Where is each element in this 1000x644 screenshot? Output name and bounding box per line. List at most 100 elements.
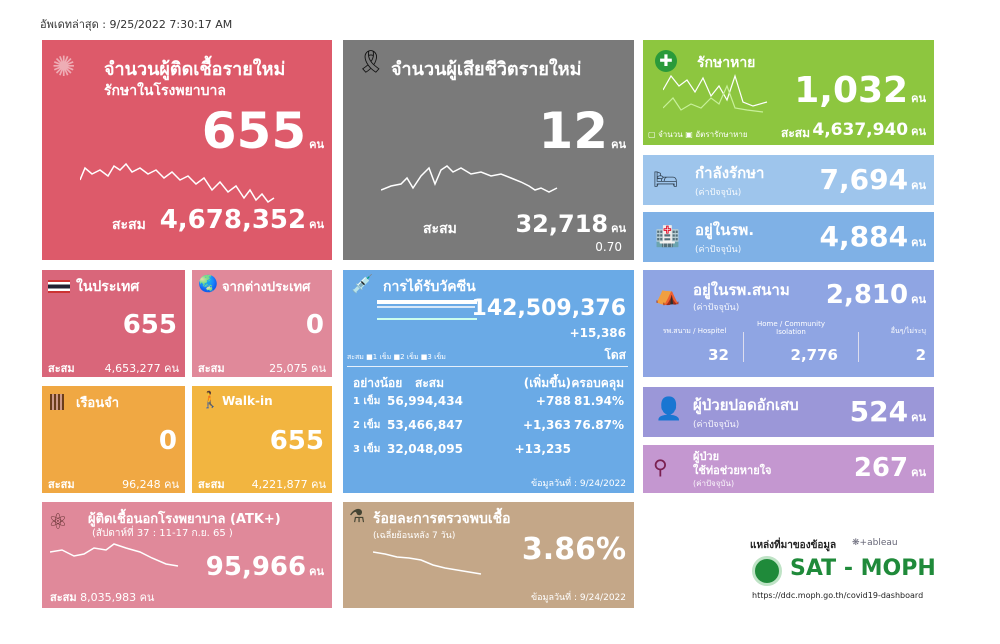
hospital-title: อยู่ในรพ. <box>695 221 755 239</box>
deaths-card: 🎗 จำนวนผู้เสียชีวิตรายใหม่ 12 คน สะสม 32,… <box>343 40 634 260</box>
vaccine-title: การได้รับวัคซีน <box>383 279 476 295</box>
deaths-cumulative: 32,718 <box>515 210 609 238</box>
new-cases-cumulative: 4,678,352 <box>159 205 307 235</box>
unit: คน <box>311 362 326 375</box>
deaths-cum-label: สะสม <box>423 221 457 237</box>
field-col-value-other: 2 <box>915 346 926 364</box>
field-value: 2,810 <box>825 280 909 310</box>
patient-iv-icon: 👤 <box>655 397 683 422</box>
dose-cum: 32,048,095 <box>387 442 463 456</box>
pneumonia-title: ผู้ป่วยปอดอักเสบ <box>693 396 799 414</box>
last-updated: อัพเดทล่าสุด : 9/25/2022 7:30:17 AM <box>40 18 233 31</box>
unit: คน <box>164 478 179 491</box>
prison-card: เรือนจำ 0 สะสม 96,248 คน <box>42 386 185 493</box>
dose-coverage <box>571 442 624 457</box>
virus-icon: ✺ <box>52 50 76 83</box>
positive-rate-card: ⚗ ร้อยละการตรวจพบเชื้อ (เฉลี่ยย้อนหลัง 7… <box>343 502 634 608</box>
tableau-logo: ❋+ableau <box>852 538 898 548</box>
ventilator-note: (ค่าปัจจุบัน) <box>693 479 735 488</box>
hospital-note: (ค่าปัจจุบัน) <box>695 245 742 255</box>
pneumonia-card: 👤 ผู้ป่วยปอดอักเสบ (ค่าปัจจุบัน) 524 คน <box>643 387 934 437</box>
tent-icon: ⛺ <box>655 282 680 306</box>
legend-rate: อัตรารักษาหาย <box>695 130 748 139</box>
atk-value: 95,966 <box>205 552 307 582</box>
prison-bars-icon <box>50 394 64 410</box>
domestic-title: ในประเทศ <box>76 279 140 295</box>
bed-icon: 🛏 <box>653 167 679 191</box>
unit: คน <box>611 222 626 235</box>
vaccine-table-row: 1 เข็ม 56,994,434 +788 81.94% <box>353 394 624 409</box>
prison-cumulative: 96,248 <box>122 478 161 491</box>
new-cases-value: 655 <box>201 102 307 160</box>
positive-value: 3.86% <box>521 532 626 567</box>
unit: คน <box>139 591 155 604</box>
walkin-value: 655 <box>269 426 324 456</box>
header-cum: สะสม <box>415 376 445 390</box>
dose2-bar <box>377 306 475 308</box>
vaccine-delta: +15,386 <box>569 326 626 340</box>
medical-cross-icon: ✚ <box>655 50 677 72</box>
legend-cum: สะสม <box>347 353 364 361</box>
header-at-least: อย่างน้อย <box>353 376 403 390</box>
ventilator-title-2: ใช้ท่อช่วยหายใจ <box>693 464 772 477</box>
atk-cumulative: 8,035,983 <box>80 591 137 604</box>
new-cases-sparkline <box>80 162 275 204</box>
treating-title: กำลังรักษา <box>695 164 765 182</box>
atk-card: ⚛ ผู้ติดเชื้อนอกโรงพยาบาล (ATK+) (สัปดาห… <box>42 502 332 608</box>
treating-value: 7,694 <box>819 163 909 196</box>
source-url[interactable]: https://ddc.moph.go.th/covid19-dashboard <box>752 591 924 600</box>
field-col-label-hospitel: รพ.สนาม / Hospitel <box>662 327 727 335</box>
divider <box>743 332 744 362</box>
atk-title: ผู้ติดเชื้อนอกโรงพยาบาล (ATK+) <box>88 512 281 527</box>
header-coverage: ครอบคลุม <box>571 376 624 390</box>
treating-note: (ค่าปัจจุบัน) <box>695 188 742 198</box>
atk-week: (สัปดาห์ที่ 37 : 11-17 ก.ย. 65 ) <box>92 528 233 539</box>
field-title: อยู่ในรพ.สนาม <box>693 281 790 299</box>
prison-value: 0 <box>158 426 177 456</box>
tableau-text: +ableau <box>859 538 898 548</box>
field-col-value-home: 2,776 <box>790 346 838 364</box>
field-note: (ค่าปัจจุบัน) <box>693 303 740 313</box>
dose1-bar <box>377 300 477 304</box>
treating-card: 🛏 กำลังรักษา (ค่าปัจจุบัน) 7,694 คน <box>643 155 934 205</box>
dose-coverage: 81.94% <box>574 394 624 408</box>
walking-person-icon: 🚶 <box>200 390 220 409</box>
unit: คน <box>309 565 324 578</box>
unit: คน <box>911 411 926 424</box>
walkin-cum-label: สะสม <box>198 478 225 491</box>
atk-cum-label: สะสม <box>50 591 77 604</box>
dose-increase: +1,363 <box>522 418 571 432</box>
ventilator-icon: ⚲ <box>653 455 668 479</box>
field-hospital-card: ⛺ อยู่ในรพ.สนาม (ค่าปัจจุบัน) 2,810 คน รพ… <box>643 270 934 377</box>
hospital-card: 🏥 อยู่ในรพ. (ค่าปัจจุบัน) 4,884 คน <box>643 212 934 262</box>
imported-cum-label: สะสม <box>198 362 225 375</box>
legend-dose2: 2 เข็ม <box>400 353 419 361</box>
unit: คน <box>309 138 324 151</box>
network-icon: ⚛ <box>48 510 68 535</box>
atk-sparkline <box>50 543 179 567</box>
recovered-card: ✚ รักษาหาย ▢ จำนวน ▣ อัตรารักษาหาย 1,032… <box>643 40 934 145</box>
unit: คน <box>911 179 926 192</box>
hospital-icon: 🏥 <box>655 224 680 248</box>
dose-coverage: 76.87% <box>574 418 624 432</box>
domestic-value: 655 <box>122 310 177 340</box>
dose-cum: 56,994,434 <box>387 394 463 408</box>
dose-label: 3 เข็ม <box>353 444 381 455</box>
lab-scientist-icon: ⚗ <box>349 506 366 527</box>
header-increase: (เพิ่มขึ้น) <box>523 376 571 390</box>
dose-label: 1 เข็ม <box>353 396 381 407</box>
recovered-cum-label: สะสม <box>781 126 811 140</box>
vaccine-legend: สะสม ■1 เข็ม ■2 เข็ม ■3 เข็ม <box>347 353 446 361</box>
sat-moph-brand[interactable]: SAT - MOPH <box>790 556 936 581</box>
new-cases-title: จำนวนผู้ติดเชื้อรายใหม่ <box>104 59 286 80</box>
unit: คน <box>911 125 926 138</box>
globe-icon: 🌏 <box>198 274 218 293</box>
vaccine-date: ข้อมูลวันที่ : 9/24/2022 <box>530 479 626 489</box>
walkin-cumulative: 4,221,877 <box>251 478 308 491</box>
ventilator-card: ⚲ ผู้ป่วย ใช้ท่อช่วยหายใจ (ค่าปัจจุบัน) … <box>643 445 934 493</box>
domestic-card: ในประเทศ 655 สะสม 4,653,277 คน <box>42 270 185 377</box>
ventilator-title-1: ผู้ป่วย <box>693 450 720 463</box>
imported-title: จากต่างประเทศ <box>222 280 311 295</box>
field-col-value-hospitel: 32 <box>708 346 729 364</box>
vaccine-table-header: อย่างน้อย สะสม (เพิ่มขึ้น) ครอบคลุม <box>353 374 624 393</box>
